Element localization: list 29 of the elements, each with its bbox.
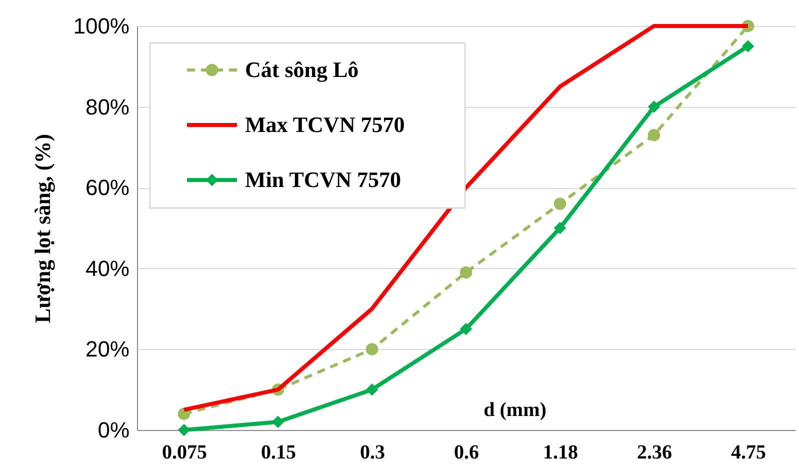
legend-label: Max TCVN 7570 [245, 112, 405, 137]
y-tick-label: 60% [85, 175, 130, 200]
legend-label: Cát sông Lô [245, 57, 359, 82]
point [178, 424, 190, 436]
point [648, 128, 660, 142]
x-tick-label: 0.15 [261, 442, 296, 464]
point [460, 266, 472, 279]
x-tick-label: 4.75 [731, 442, 766, 464]
x-tick-label: 0.075 [162, 442, 207, 464]
legend-label: Min TCVN 7570 [245, 167, 402, 192]
y-tick-label: 40% [85, 256, 130, 281]
point [648, 100, 660, 113]
y-tick-label: 100% [73, 14, 130, 38]
point [554, 222, 566, 234]
point [366, 343, 378, 356]
y-tick-label: 80% [85, 94, 130, 120]
point [742, 40, 754, 52]
point [554, 198, 566, 210]
x-tick-label: 0.6 [454, 442, 479, 464]
x-tick-label: 1.18 [543, 442, 578, 464]
point [460, 322, 472, 336]
x-tick-label: 0.3 [360, 442, 385, 464]
y-tick-label: 0% [98, 418, 130, 442]
point [272, 416, 284, 428]
x-axis-title: d (mm) [484, 399, 546, 421]
y-tick-label: 20% [85, 336, 130, 362]
x-tick-label: 2.36 [637, 442, 672, 464]
y-axis-title: Lượng lọt sàng, (%) [30, 134, 56, 324]
point [366, 383, 378, 396]
